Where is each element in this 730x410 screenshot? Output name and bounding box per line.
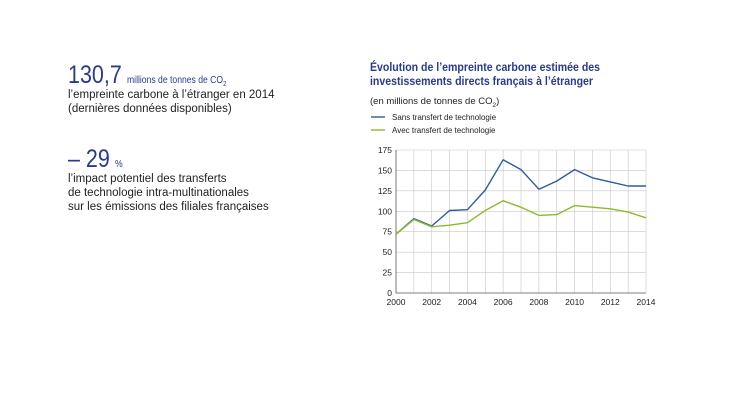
y-tick-label: 150 <box>378 165 392 175</box>
x-tick-label: 2008 <box>529 297 548 307</box>
y-tick-label: 175 <box>378 145 392 155</box>
y-tick-label: 125 <box>378 186 392 196</box>
kpi-impact-value: – 29 <box>68 145 110 173</box>
x-tick-label: 2000 <box>387 297 406 307</box>
kpi-impact-desc-line: de technologie intra-multinationales <box>68 187 249 199</box>
x-tick-label: 2012 <box>601 297 620 307</box>
kpi-impact-desc-line: sur les émissions des filiales française… <box>68 201 269 213</box>
series-line-1 <box>395 159 646 235</box>
x-tick-label: 2006 <box>494 297 513 307</box>
y-tick-label: 0 <box>387 288 392 298</box>
y-tick-label: 25 <box>383 268 393 278</box>
chart-unit-label: (en millions de tonnes de CO2) <box>370 96 500 109</box>
kpi-footprint: 130,7 millions de tonnes de CO2 l’emprei… <box>68 62 275 116</box>
x-tick-label: 2014 <box>637 297 656 307</box>
kpi-footprint-desc-line: l’empreinte carbone à l’étranger en 2014 <box>68 89 275 101</box>
kpi-footprint-unit: millions de tonnes de CO2 <box>126 75 227 88</box>
y-tick-label: 75 <box>383 227 393 237</box>
x-tick-label: 2002 <box>422 297 441 307</box>
series-line-2 <box>395 199 647 235</box>
y-tick-label: 100 <box>378 206 392 216</box>
x-tick-label: 2004 <box>458 297 477 307</box>
legend-label-2: Avec transfert de technologie <box>392 126 496 135</box>
kpi-footprint-desc-line: (dernières données disponibles) <box>68 103 232 115</box>
kpi-impact: – 29 % l’impact potentiel des transferts… <box>68 146 269 214</box>
y-tick-label: 50 <box>383 247 393 257</box>
kpi-footprint-value: 130,7 <box>68 61 122 89</box>
chart-title: Évolution de l’empreinte carbone estimée… <box>370 60 601 88</box>
kpi-impact-desc-line: l’impact potentiel des transferts <box>68 173 227 185</box>
legend-label-1: Sans transfert de technologie <box>392 113 497 122</box>
kpi-impact-unit: % <box>114 159 123 170</box>
x-tick-label: 2010 <box>565 297 584 307</box>
